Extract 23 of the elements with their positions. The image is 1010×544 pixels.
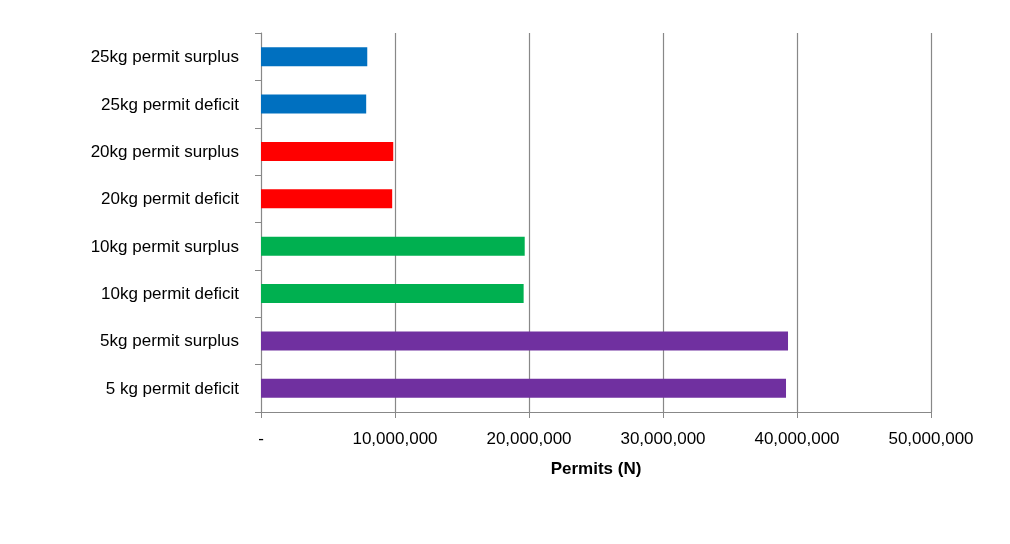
y-tick-label: 10kg permit deficit xyxy=(101,284,240,304)
bar xyxy=(261,141,394,161)
bar xyxy=(261,331,789,351)
x-tick-label: 30,000,000 xyxy=(620,429,706,448)
bar xyxy=(261,189,393,209)
y-tick-label: 20kg permit surplus xyxy=(90,141,239,161)
x-tick-label: 40,000,000 xyxy=(754,429,840,448)
bar xyxy=(261,284,524,304)
bar xyxy=(261,378,787,398)
x-tick-label: - xyxy=(258,429,264,448)
x-tick-label: 20,000,000 xyxy=(486,429,572,448)
y-tick-label: 5 kg permit deficit xyxy=(105,378,240,398)
bar xyxy=(261,94,367,114)
bar xyxy=(261,47,368,67)
y-tick-label: 5kg permit surplus xyxy=(100,331,239,351)
y-tick-label: 10kg permit surplus xyxy=(90,236,239,256)
y-tick-label: 20kg permit deficit xyxy=(101,189,240,209)
y-tick-label: 25kg permit surplus xyxy=(90,47,239,67)
bar xyxy=(261,236,525,256)
y-tick-label: 25kg permit deficit xyxy=(101,94,240,114)
x-tick-label: 10,000,000 xyxy=(352,429,438,448)
x-axis-title: Permits (N) xyxy=(550,459,642,478)
x-tick-label: 50,000,000 xyxy=(888,429,974,448)
